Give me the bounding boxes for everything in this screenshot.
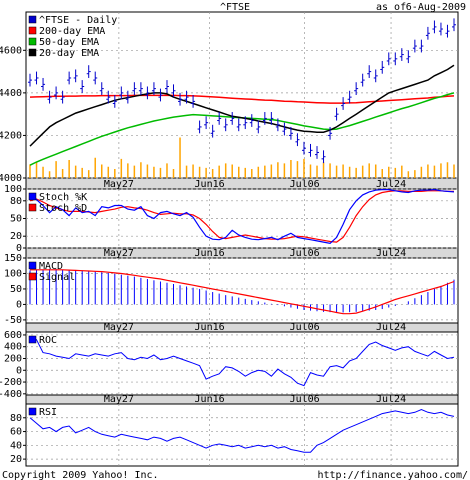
y-tick-label: 4200 [0,130,22,141]
x-tick-label: Jul06 [290,248,320,259]
as-of-date: 6-Aug-2009 [406,2,466,13]
y-tick-label: 80 [10,413,22,424]
y-tick-label: 400 [4,342,22,353]
legend-label: Signal [39,272,75,283]
x-tick-label: Jul24 [376,394,406,405]
stoch-k-line [29,188,455,244]
legend-swatch [28,15,37,24]
legend-label: ^FTSE - Daily [39,15,117,26]
legend-label: 200-day EMA [39,26,105,37]
rsi-line [29,408,455,453]
x-tick-label: May27 [104,248,134,259]
legend-swatch [28,272,37,281]
x-tick-label: Jun16 [195,322,225,333]
y-tick-label: -200 [0,377,22,388]
panel-frame-rsi [25,403,459,467]
y-tick-label: 4600 [0,45,22,56]
legend-swatch [28,48,37,57]
legend-label: MACD [39,261,63,272]
panel-frame-macd [25,257,459,324]
legend-label: ROC [39,335,57,346]
signal-line [30,269,455,315]
legend-label: Stoch %K [39,192,87,203]
y-tick-label: 40 [10,440,22,451]
chart-title: ^FTSE [220,2,250,13]
y-tick-label: 4000 [0,173,22,184]
legend-label: 50-day EMA [39,37,99,48]
y-tick-label: 4400 [0,88,22,99]
y-tick-label: 50 [10,214,22,225]
copyright-text: Copyright 2009 Yahoo! Inc. [2,470,159,480]
x-tick-label: Jun16 [195,248,225,259]
y-tick-label: 20 [10,454,22,465]
x-tick-label: Jul06 [290,179,320,190]
y-tick-label: 0 [16,243,22,254]
legend-swatch [28,203,37,212]
as-of-label: as of [376,2,406,13]
x-tick-label: May27 [104,394,134,405]
ema200-line [29,94,455,104]
y-tick-label: 0 [16,299,22,310]
y-tick-label: 100 [4,184,22,195]
legend-label: RSI [39,407,57,418]
roc-line [29,338,455,387]
legend-swatch [28,26,37,35]
ema20-line [29,64,455,147]
y-tick-label: 0 [16,365,22,376]
x-tick-label: May27 [104,322,134,333]
y-tick-label: 200 [4,353,22,364]
panel-frame-roc [25,331,459,396]
legend-swatch [28,261,37,270]
y-tick-label: 100 [4,268,22,279]
y-tick-label: 50 [10,284,22,295]
y-tick-label: 150 [4,253,22,264]
legend-swatch [28,192,37,201]
y-tick-label: 80 [10,196,22,207]
x-tick-label: Jun16 [195,394,225,405]
y-tick-label: 20 [10,231,22,242]
legend-label: 20-day EMA [39,48,99,59]
x-tick-label: Jun16 [195,179,225,190]
y-tick-label: 60 [10,427,22,438]
x-tick-label: Jul24 [376,179,406,190]
x-tick-label: Jul06 [290,322,320,333]
x-tick-label: Jul24 [376,322,406,333]
legend-label: Stoch %D [39,203,87,214]
x-tick-label: Jul06 [290,394,320,405]
y-tick-label: 600 [4,330,22,341]
x-tick-label: May27 [104,179,134,190]
legend-swatch [28,335,37,344]
legend-swatch [28,407,37,416]
y-tick-label: -400 [0,389,22,400]
source-url: http://finance.yahoo.com/ [317,470,468,480]
x-tick-label: Jul24 [376,248,406,259]
y-tick-label: -50 [4,315,22,326]
legend-swatch [28,37,37,46]
